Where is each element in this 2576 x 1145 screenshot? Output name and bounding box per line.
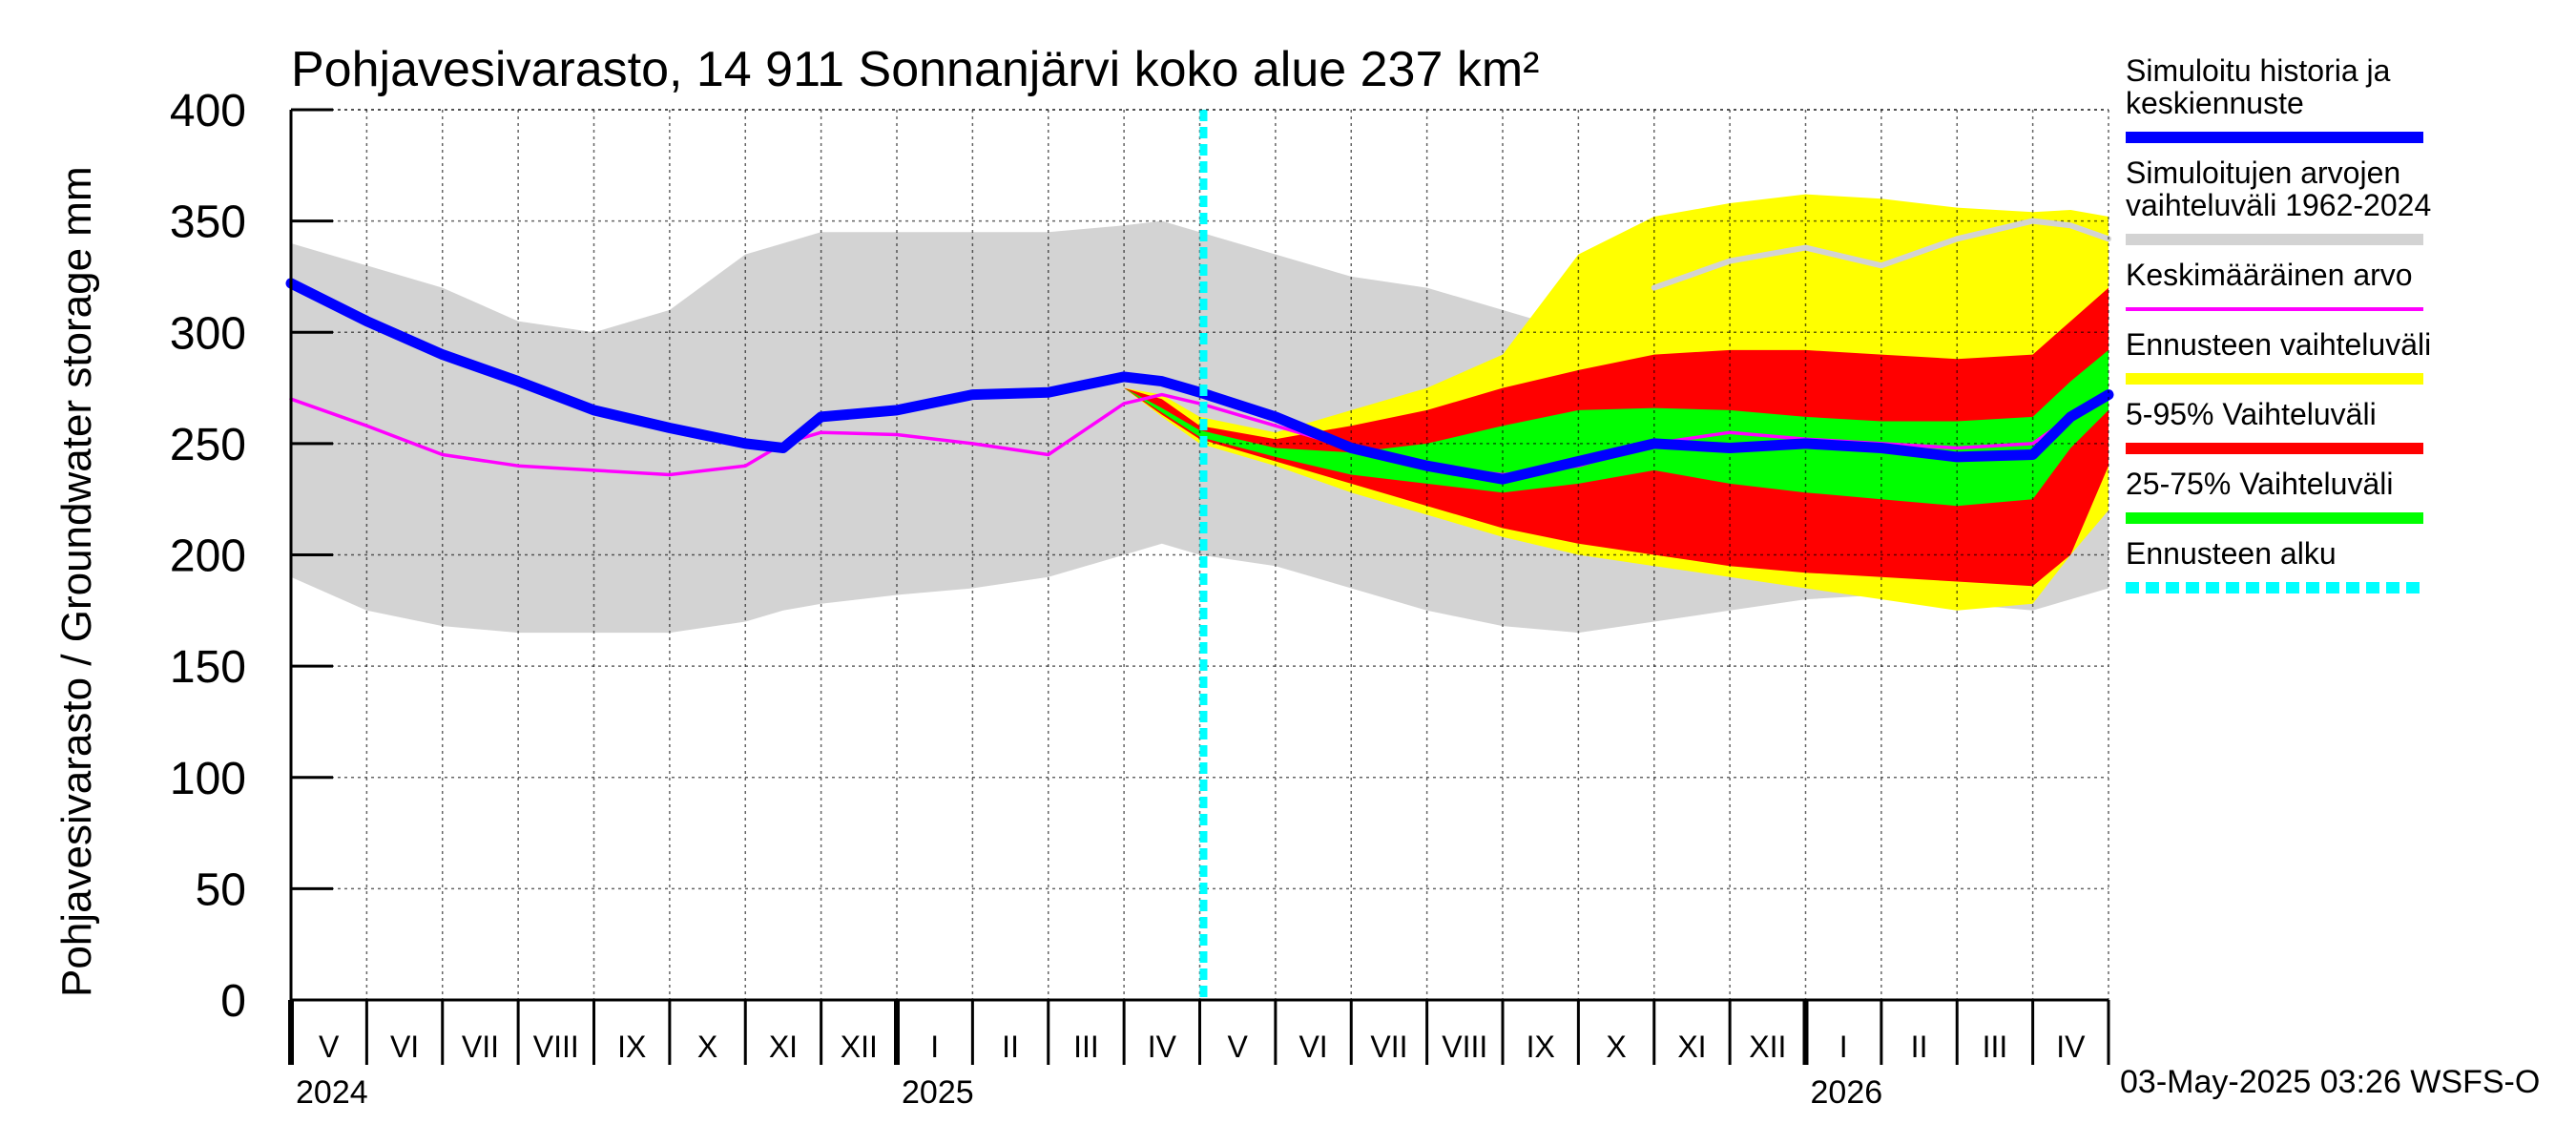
legend-label: Keskimääräinen arvo [2126,258,2413,292]
month-label: VI [1298,1030,1327,1064]
y-tick-label: 350 [170,198,246,248]
month-label: V [319,1030,340,1064]
month-label: XI [1677,1030,1706,1064]
month-label: IX [617,1030,646,1064]
month-label: IV [1148,1030,1177,1064]
y-tick-label: 150 [170,642,246,693]
month-label: IV [2056,1030,2086,1064]
month-label: III [1073,1030,1099,1064]
simulated-history-line [285,278,2114,485]
month-label: VIII [1442,1030,1487,1064]
month-label: II [1002,1030,1019,1064]
legend-label: 25-75% Vaihteluväli [2126,467,2393,501]
legend-label: Simuloitujen arvojen [2126,156,2400,190]
month-label: XI [769,1030,798,1064]
month-label: XII [1749,1030,1786,1064]
month-label: VII [1370,1030,1407,1064]
y-tick-label: 400 [170,86,246,136]
historical-median-line [1651,218,2111,291]
month-label: V [1228,1030,1249,1064]
month-label: III [1983,1030,2008,1064]
month-label: VI [390,1030,419,1064]
y-axis-labels: 0 50 100 150 200 250 300 350 400 [170,86,246,1027]
y-axis-title: Pohjavesivarasto / Groundwater storage m… [53,166,100,997]
month-label: I [930,1030,939,1064]
legend-label: Simuloitu historia ja [2126,53,2391,88]
y-tick-label: 100 [170,754,246,804]
month-label: X [697,1030,717,1064]
month-label: VII [462,1030,499,1064]
month-label: VIII [533,1030,579,1064]
month-label: I [1839,1030,1848,1064]
year-label: 2025 [902,1074,974,1111]
month-label: X [1606,1030,1626,1064]
legend-label: 5-95% Vaihteluväli [2126,397,2377,431]
y-tick-label: 200 [170,531,246,582]
series-lines [285,110,2114,1000]
legend-label: Ennusteen vaihteluväli [2126,327,2431,362]
legend-label: Ennusteen alku [2126,536,2337,571]
range-25-75-band [1124,349,2109,507]
axes [288,108,2110,1065]
chart-title: Pohjavesivarasto, 14 911 Sonnanjärvi kok… [291,42,1539,97]
month-label: II [1911,1030,1928,1064]
footer-timestamp: 03-May-2025 03:26 WSFS-O [2120,1064,2540,1100]
y-tick-label: 250 [170,420,246,470]
month-label: IX [1527,1030,1555,1064]
legend-label: keskiennuste [2126,86,2304,120]
x-axis-labels: V VI VII VIII IX X XI XII I II III IV V VI VII VIII IX X X… [296,1030,2086,1111]
month-label: XII [841,1030,878,1064]
y-tick-label: 300 [170,308,246,359]
year-label: 2024 [296,1074,368,1111]
y-tick-label: 50 [196,864,246,915]
y-tick-label: 0 [220,976,246,1027]
legend-label: vaihteluväli 1962-2024 [2126,188,2431,222]
year-label: 2026 [1811,1074,1883,1111]
